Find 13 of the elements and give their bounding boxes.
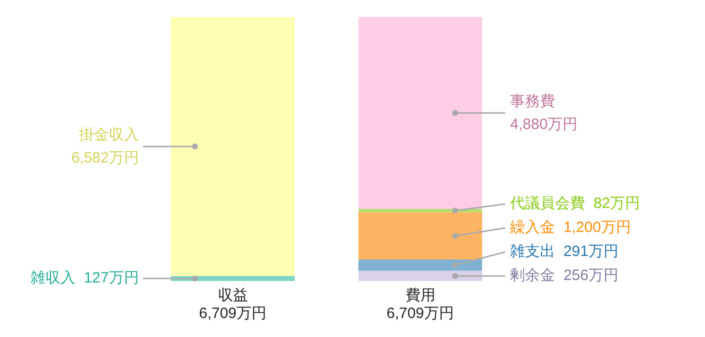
- x-tick-label: 収益: [218, 287, 248, 304]
- text: 繰入金 1,200万円: [510, 219, 631, 236]
- text: 剰余金 256万円: [510, 267, 618, 284]
- total-label: 6,709万円: [198, 305, 267, 322]
- text: 雑収入 127万円: [30, 270, 139, 287]
- text: 掛金収入: [78, 126, 139, 144]
- data-label: 6,582万円: [71, 150, 139, 167]
- series-label: 事務費: [510, 93, 556, 110]
- x-tick-label: 費用: [405, 287, 436, 304]
- text: 雑支出 291万円: [510, 243, 618, 260]
- total-label: 6,709万円: [386, 305, 454, 322]
- text: 代議員会費 82万円: [510, 195, 640, 212]
- data-label: 4,880万円: [510, 116, 578, 134]
